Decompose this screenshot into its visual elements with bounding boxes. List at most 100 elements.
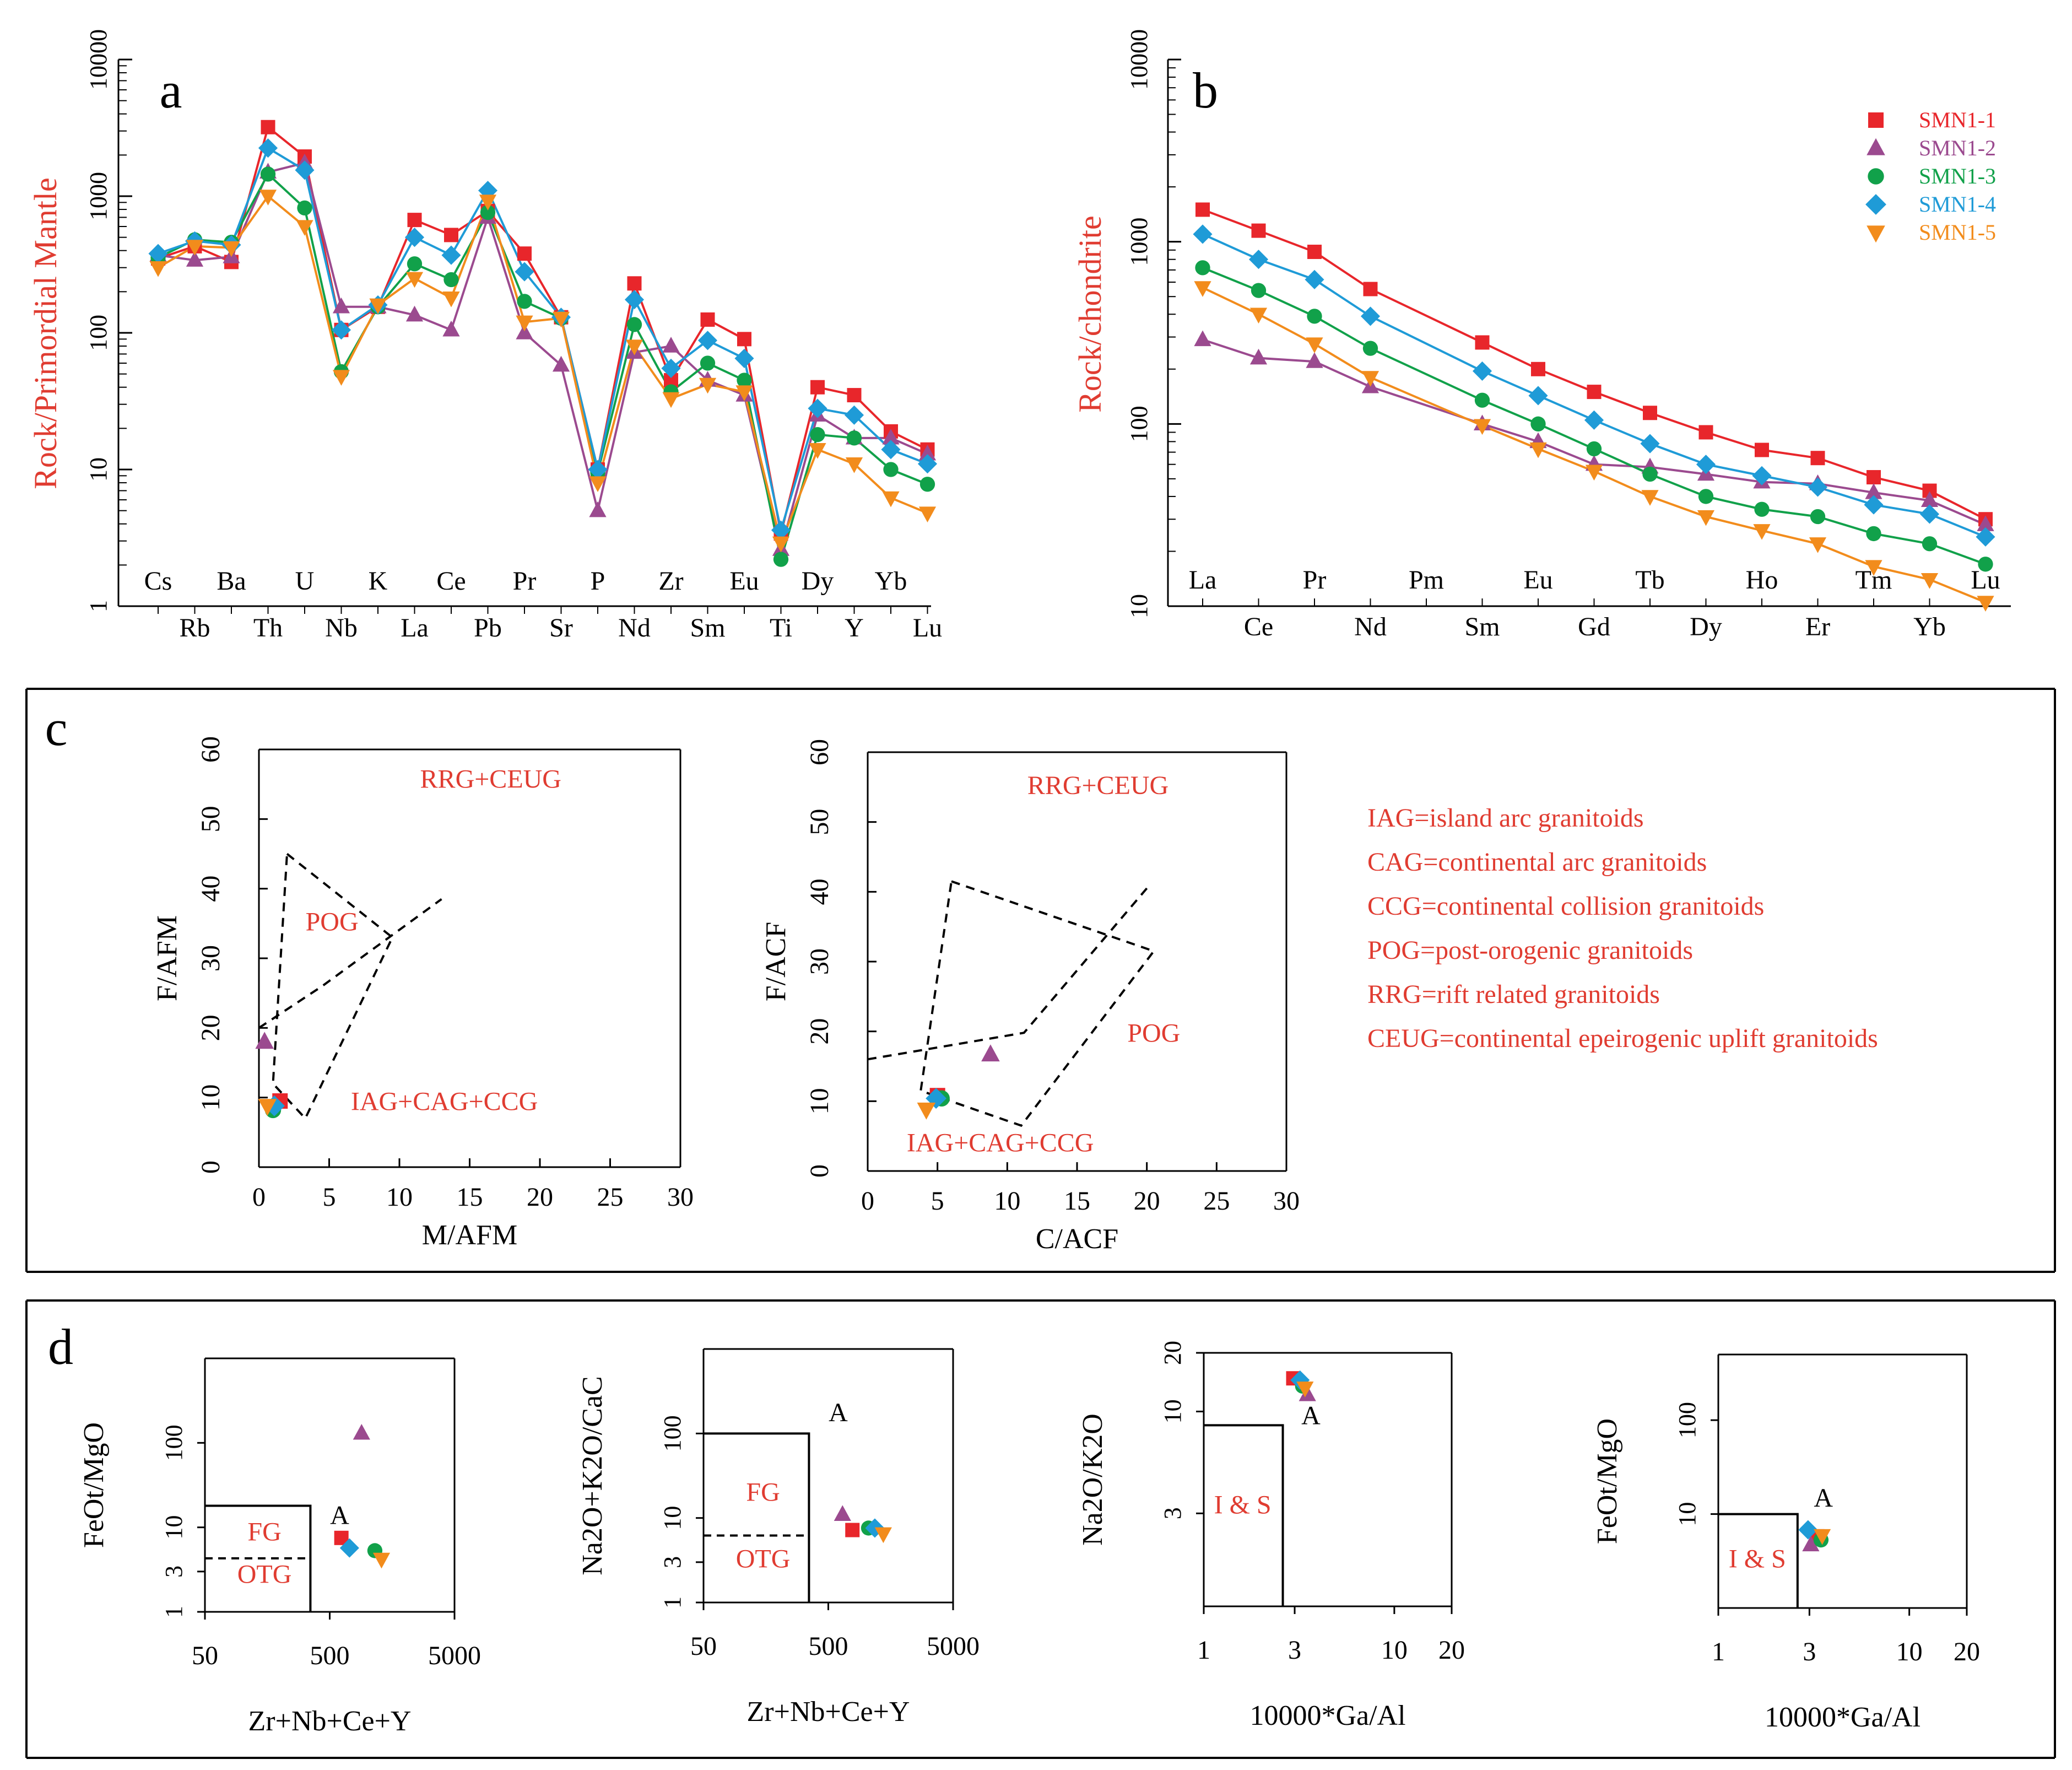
field-label: FG bbox=[746, 1477, 780, 1507]
x-tick-label: Gd bbox=[1578, 612, 1610, 641]
y-tick-label: 1 bbox=[160, 1606, 187, 1618]
x-tick-label: Ce bbox=[436, 566, 466, 596]
data-point-SMN1-2 bbox=[1920, 491, 1939, 507]
x-tick-label: Rb bbox=[179, 613, 210, 643]
legend-label: SMN1-2 bbox=[1919, 136, 1996, 160]
x-tick-label: 20 bbox=[1134, 1186, 1160, 1216]
y-tick-label: 40 bbox=[805, 878, 834, 905]
data-point-SMN1-1 bbox=[810, 380, 825, 395]
data-point-SMN1-1 bbox=[1475, 335, 1490, 350]
data-point-SMN1-4 bbox=[331, 320, 351, 340]
data-point-SMN1-1 bbox=[444, 228, 458, 242]
x-tick-label: Pr bbox=[513, 566, 537, 596]
data-point-SMN1-1 bbox=[1643, 406, 1657, 420]
data-point-SMN1-2 bbox=[1306, 352, 1323, 368]
y-axis-label: Rock/Primordial Mantle bbox=[28, 177, 63, 489]
panel-label: a bbox=[160, 62, 182, 118]
y-tick-label: 10 bbox=[805, 1088, 834, 1114]
y-tick-label: 1 bbox=[85, 600, 112, 612]
y-tick-label: 100 bbox=[1126, 406, 1153, 442]
data-point-SMN1-3 bbox=[443, 272, 459, 288]
data-point-SMN1-4 bbox=[1584, 410, 1604, 430]
legend-entry: RRG=rift related granitoids bbox=[1367, 980, 1660, 1009]
series-line-SMN1-3 bbox=[1202, 266, 1986, 565]
data-point-SMN1-5 bbox=[442, 291, 460, 307]
series-line-SMN1-5 bbox=[1202, 287, 1986, 603]
field-label: I & S bbox=[1214, 1490, 1272, 1519]
series-line-SMN1-5 bbox=[157, 195, 928, 547]
data-point-SMN1-5 bbox=[372, 1552, 391, 1569]
x-axis-label: 10000*Ga/Al bbox=[1765, 1702, 1920, 1733]
data-point-SMN1-2 bbox=[589, 501, 607, 517]
legend-entry: CAG=continental arc granitoids bbox=[1367, 848, 1707, 877]
y-axis-label: FeOt/MgO bbox=[1592, 1418, 1623, 1544]
y-tick-label: 10 bbox=[196, 1084, 225, 1111]
data-point-SMN1-1 bbox=[1755, 442, 1769, 457]
data-point-SMN1-5 bbox=[1306, 337, 1323, 353]
x-tick-label: 10 bbox=[1896, 1637, 1923, 1666]
data-point-SMN1-5 bbox=[1296, 1382, 1314, 1397]
data-point-SMN1-3 bbox=[626, 317, 642, 332]
data-point-SMN1-5 bbox=[223, 241, 240, 257]
y-tick-label: 30 bbox=[196, 945, 225, 972]
data-point-SMN1-3 bbox=[919, 477, 935, 492]
data-point-SMN1-3 bbox=[846, 430, 862, 446]
data-point-SMN1-5 bbox=[258, 1099, 277, 1116]
x-tick-label: Th bbox=[253, 613, 283, 643]
data-point-SMN1-5 bbox=[918, 506, 937, 522]
data-point-SMN1-1 bbox=[737, 332, 751, 347]
data-point-SMN1-1 bbox=[1587, 385, 1602, 400]
y-tick-label: 40 bbox=[196, 876, 225, 902]
data-point-SMN1-3 bbox=[1307, 309, 1322, 324]
data-point-SMN1-4 bbox=[1640, 434, 1660, 454]
data-point-SMN1-5 bbox=[1473, 419, 1491, 435]
data-point-SMN1-3 bbox=[810, 427, 825, 442]
data-point-SMN1-5 bbox=[662, 392, 680, 408]
x-axis-label: C/ACF bbox=[1036, 1223, 1118, 1255]
x-tick-label: 5000 bbox=[927, 1632, 980, 1661]
data-point-SMN1-1 bbox=[845, 1523, 860, 1537]
data-point-SMN1-2 bbox=[1299, 1385, 1316, 1401]
x-tick-label: Nb bbox=[325, 613, 358, 643]
data-point-SMN1-2 bbox=[332, 297, 350, 314]
data-point-SMN1-1 bbox=[1251, 223, 1266, 238]
data-point-SMN1-4 bbox=[771, 520, 791, 540]
y-axis-label: FeOt/MgO bbox=[78, 1422, 110, 1548]
legend-marker-SMN1-1 bbox=[1868, 112, 1884, 128]
x-tick-label: Tb bbox=[1635, 565, 1664, 595]
data-point-SMN1-5 bbox=[1697, 510, 1715, 526]
data-point-SMN1-3 bbox=[1922, 536, 1938, 552]
x-tick-label: 5 bbox=[931, 1186, 944, 1216]
data-point-SMN1-4 bbox=[1752, 466, 1772, 485]
x-axis-label: M/AFM bbox=[422, 1219, 517, 1251]
data-point-SMN1-3 bbox=[1810, 509, 1826, 525]
data-point-SMN1-1 bbox=[1195, 202, 1210, 217]
data-point-SMN1-5 bbox=[516, 315, 533, 332]
x-tick-label: 30 bbox=[667, 1183, 694, 1212]
series-line-SMN1-1 bbox=[158, 125, 928, 534]
data-point-SMN1-3 bbox=[1586, 441, 1602, 457]
data-point-SMN1-2 bbox=[353, 1423, 370, 1440]
field-boundary bbox=[704, 1432, 810, 1602]
data-point-SMN1-1 bbox=[1307, 245, 1322, 260]
legend-entry: CCG=continental collision granitoids bbox=[1367, 892, 1764, 921]
field-label: IAG+CAG+CCG bbox=[351, 1087, 538, 1116]
x-tick-label: Sm bbox=[1464, 612, 1500, 641]
x-tick-label: 15 bbox=[1064, 1186, 1090, 1216]
y-axis-label: Na2O+K2O/CaC bbox=[577, 1376, 608, 1575]
x-axis-label: 10000*Ga/Al bbox=[1249, 1700, 1405, 1731]
data-point-SMN1-5 bbox=[735, 385, 753, 401]
x-tick-label: U bbox=[295, 566, 315, 596]
x-tick-label: 3 bbox=[1803, 1637, 1816, 1666]
data-point-SMN1-3 bbox=[297, 200, 312, 216]
data-point-SMN1-5 bbox=[405, 272, 424, 288]
data-point-SMN1-5 bbox=[1585, 465, 1603, 481]
data-point-SMN1-4 bbox=[1919, 504, 1940, 524]
panel-label: b bbox=[1193, 62, 1218, 118]
data-point-SMN1-2 bbox=[255, 1032, 274, 1049]
x-tick-label: 30 bbox=[1273, 1186, 1300, 1216]
data-point-SMN1-1 bbox=[517, 246, 532, 261]
y-axis-label: Rock/chondrite bbox=[1072, 215, 1108, 413]
data-point-SMN1-1 bbox=[1867, 470, 1881, 485]
x-tick-label: 10 bbox=[1381, 1636, 1408, 1665]
